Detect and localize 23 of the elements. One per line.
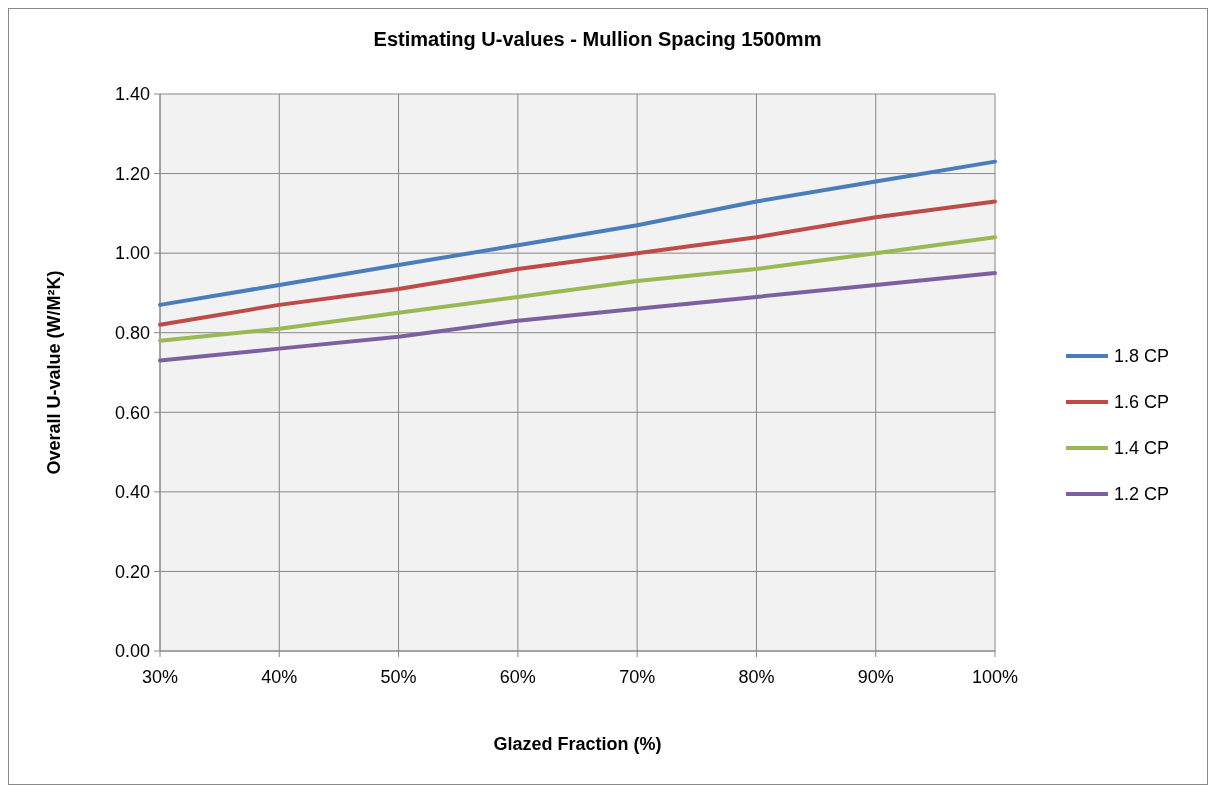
legend-label: 1.6 CP xyxy=(1114,392,1170,413)
legend-label: 1.4 CP xyxy=(1114,438,1170,459)
x-tick-label: 70% xyxy=(619,667,656,687)
x-tick-label: 60% xyxy=(499,667,536,687)
y-tick-label: 1.20 xyxy=(114,163,150,184)
x-axis-title: Glazed Fraction (%) xyxy=(493,734,662,754)
legend-label: 1.2 CP xyxy=(1114,484,1170,505)
x-tick-label: 30% xyxy=(141,667,179,687)
y-tick-label: 0.20 xyxy=(114,561,150,582)
x-tick-label: 40% xyxy=(261,667,298,687)
chart-title: Estimating U-values - Mullion Spacing 1500mm xyxy=(373,28,822,50)
y-tick-label: 1.00 xyxy=(114,243,150,264)
x-tick-label: 100% xyxy=(971,667,1019,687)
y-tick-label: 0.40 xyxy=(114,482,150,503)
x-tick-label: 80% xyxy=(738,667,775,687)
y-tick-label: 1.40 xyxy=(114,84,150,105)
y-tick-label: 0.60 xyxy=(114,402,150,423)
legend-label: 1.8 CP xyxy=(1114,346,1170,367)
x-tick-label: 90% xyxy=(857,667,894,687)
y-axis-title: Overall U-value (W/M²K) xyxy=(44,270,64,475)
y-tick-label: 0.00 xyxy=(114,641,150,662)
x-tick-label: 50% xyxy=(380,667,417,687)
y-tick-label: 0.80 xyxy=(114,323,150,344)
